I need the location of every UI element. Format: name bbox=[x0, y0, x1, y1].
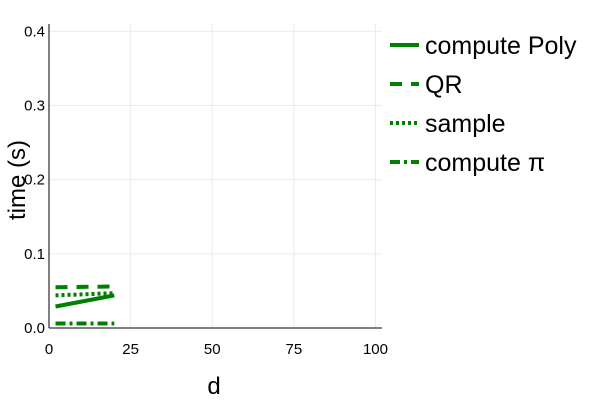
y-ticks: 0.0 0.1 0.2 0.3 0.4 bbox=[24, 23, 45, 337]
legend-label: compute Poly bbox=[425, 32, 577, 60]
series-line bbox=[55, 291, 115, 298]
y-tick-label: 0.0 bbox=[24, 320, 45, 337]
x-tick-label: 0 bbox=[45, 341, 53, 358]
y-tick-label: 0.2 bbox=[24, 172, 45, 189]
y-tick-label: 0.4 bbox=[24, 23, 45, 40]
legend-label: compute π bbox=[425, 149, 545, 177]
series-layer bbox=[55, 284, 115, 326]
x-tick-label: 25 bbox=[122, 341, 139, 358]
axes bbox=[48, 24, 382, 329]
legend: compute Poly QR sample compute π bbox=[390, 32, 577, 177]
x-tick-label: 50 bbox=[204, 341, 221, 358]
legend-label: sample bbox=[425, 110, 506, 138]
y-tick-label: 0.3 bbox=[24, 98, 45, 115]
x-tick-label: 100 bbox=[363, 341, 388, 358]
series-line bbox=[55, 293, 115, 309]
x-axis-label: d bbox=[207, 373, 220, 400]
y-axis-label: time (s) bbox=[4, 140, 31, 220]
grid bbox=[49, 24, 382, 328]
legend-label: QR bbox=[425, 71, 463, 99]
x-ticks: 0 25 50 75 100 bbox=[45, 341, 388, 358]
x-tick-label: 75 bbox=[286, 341, 303, 358]
y-tick-label: 0.1 bbox=[24, 246, 45, 263]
series-line bbox=[55, 284, 115, 290]
